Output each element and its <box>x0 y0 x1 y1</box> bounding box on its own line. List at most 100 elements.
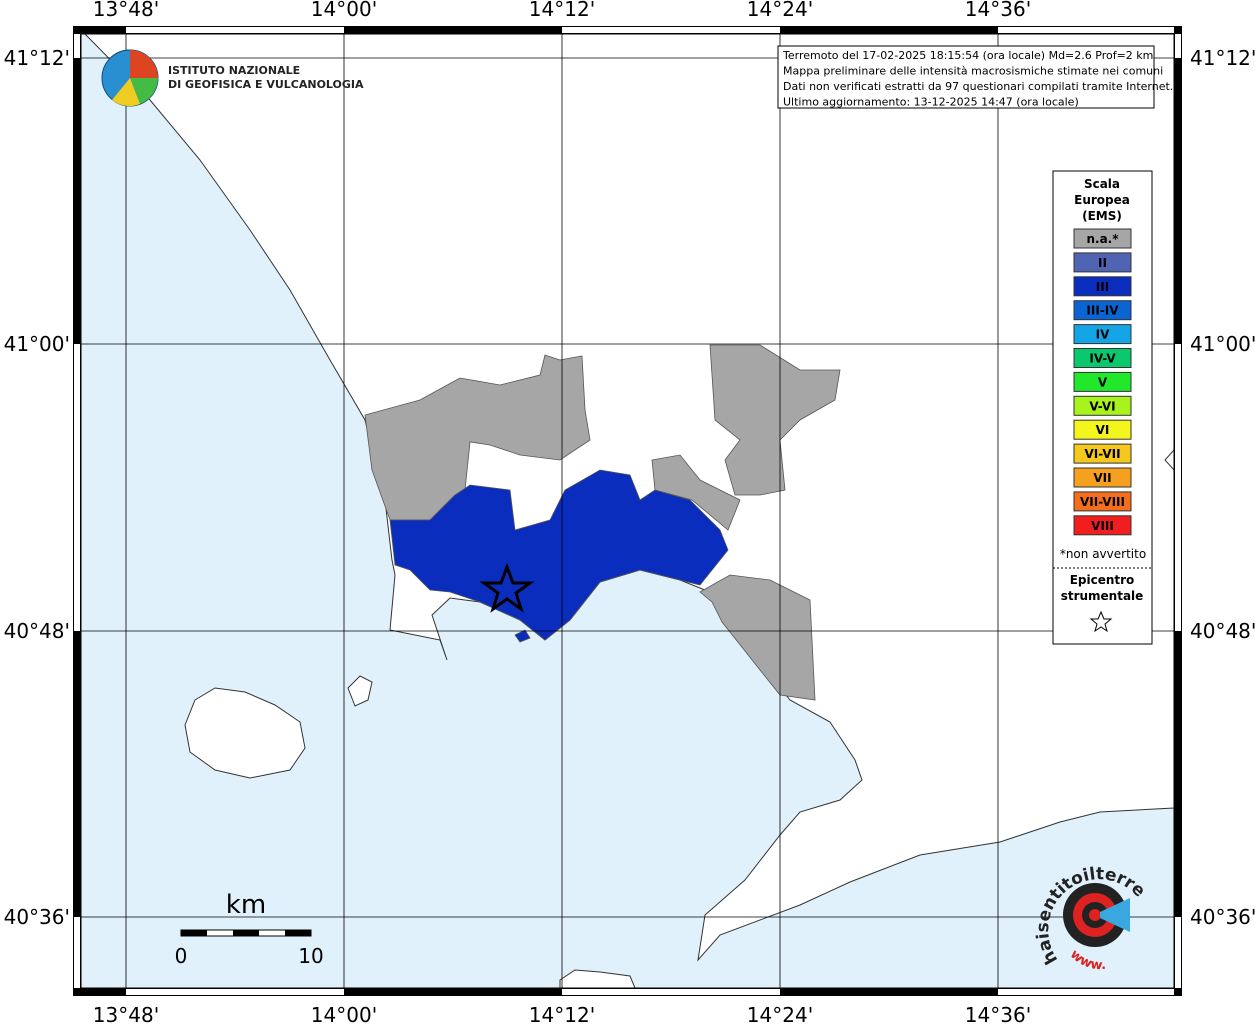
legend-swatch <box>1073 491 1132 512</box>
legend-label: II <box>1098 256 1107 270</box>
legend-swatch <box>1073 467 1132 488</box>
legend-label: V <box>1098 375 1108 389</box>
lat-label: 41°12' <box>4 46 70 70</box>
lat-label: 40°36' <box>4 905 70 929</box>
legend-swatch <box>1073 276 1132 297</box>
frame-bar <box>562 989 780 995</box>
info-line: Mappa preliminare delle intensità macros… <box>783 65 1163 78</box>
frame-bar <box>1175 34 1181 58</box>
area-na <box>709 344 841 496</box>
lon-label: 13°48' <box>93 1003 159 1024</box>
frame-bar <box>1175 344 1181 631</box>
lon-label: 14°36' <box>965 0 1031 21</box>
frame-bar <box>1175 917 1181 988</box>
logo-sector <box>130 50 158 78</box>
scale-label: 10 <box>298 944 323 968</box>
watermark-cone <box>1100 898 1130 932</box>
legend-label: IV <box>1096 328 1110 342</box>
lat-label: 41°00' <box>1190 332 1255 356</box>
watermark-target <box>1089 909 1101 921</box>
lon-label: 14°12' <box>529 0 595 21</box>
logo: ISTITUTO NAZIONALE DI GEOFISICA E VULCAN… <box>101 49 364 107</box>
lon-label: 14°24' <box>747 1003 813 1024</box>
frame-bar <box>74 917 80 988</box>
scale-unit: km <box>226 890 266 920</box>
legend-swatch <box>1073 348 1132 368</box>
legend-label: IV-V <box>1089 352 1116 366</box>
lat-label: 40°36' <box>1190 905 1255 929</box>
legend-label: VII-VIII <box>1080 495 1125 509</box>
graticule <box>81 34 1174 988</box>
legend-label: VIII <box>1091 519 1114 533</box>
legend-swatch <box>1073 371 1132 392</box>
legend: ScalaEuropea(EMS)n.a.*IIIIIIII-IVIVIV-VV… <box>1060 177 1146 603</box>
legend-title: Scala <box>1084 177 1120 191</box>
scale-bar: km 0 10 <box>175 890 324 968</box>
frame-bar <box>126 989 344 995</box>
lat-label: 40°48' <box>1190 619 1255 643</box>
legend-label: n.a.* <box>1086 232 1119 246</box>
lon-label: 14°12' <box>529 1003 595 1024</box>
frame-inner <box>80 33 1175 989</box>
logo-sector <box>130 78 158 104</box>
lon-label: 14°24' <box>747 0 813 21</box>
frame-bar <box>81 27 126 33</box>
frame-bar <box>1175 58 1181 344</box>
frame-bar <box>344 989 562 995</box>
legend-title: (EMS) <box>1082 209 1122 223</box>
legend-swatch <box>1073 419 1132 440</box>
logo-text: DI GEOFISICA E VULCANOLOGIA <box>168 78 364 91</box>
frame-bar <box>562 27 780 33</box>
lat-label: 41°00' <box>4 332 70 356</box>
legend-star <box>1089 610 1113 633</box>
coordinate-labels: 13°48' 13°48' 14°00' 14°00' 14°12' 14°12' 14°2… <box>4 0 1255 1024</box>
frame-bar <box>780 989 998 995</box>
info-line: Ultimo aggiornamento: 13-12-2025 14:47 (… <box>783 96 1079 109</box>
scale-bar-seg <box>181 930 207 936</box>
legend-swatch <box>1073 443 1132 464</box>
lon-label: 14°00' <box>311 1003 377 1024</box>
legend-epicenter: strumentale <box>1061 589 1144 603</box>
area-iii <box>389 469 729 641</box>
frame-bar <box>344 27 562 33</box>
frame-bar <box>780 27 998 33</box>
scale-bar-seg <box>285 930 311 936</box>
lon-label: 13°48' <box>93 0 159 21</box>
frame-bar <box>81 989 126 995</box>
legend-title: Europea <box>1074 193 1130 207</box>
info-line: Terremoto del 17-02-2025 18:15:54 (ora l… <box>782 49 1153 62</box>
legend-label: III <box>1096 280 1109 294</box>
area-iii <box>514 629 531 643</box>
frame-bar <box>74 344 80 631</box>
info-line: Dati non verificati estratti da 97 quest… <box>783 80 1173 93</box>
intensity-areas <box>364 344 841 701</box>
info-box <box>777 45 1155 109</box>
legend-swatch <box>1073 300 1132 321</box>
scale-bar-seg <box>233 930 259 936</box>
frame-bars <box>74 27 1181 995</box>
logo-sector <box>112 78 140 107</box>
legend-label: VI-VII <box>1084 447 1120 461</box>
epicenter <box>479 562 535 613</box>
legend-swatch <box>1073 228 1132 249</box>
legend-label: III-IV <box>1086 304 1119 318</box>
frame-bar <box>74 34 80 58</box>
legend-label: VII <box>1093 471 1111 485</box>
legend-note: *non avvertito <box>1060 547 1146 561</box>
legend-swatch <box>1073 515 1132 536</box>
legend-swatch <box>1073 395 1132 416</box>
legend-label: VI <box>1096 423 1110 437</box>
frame-bar <box>998 989 1174 995</box>
area-na <box>699 574 816 701</box>
logo-text: ISTITUTO NAZIONALE <box>168 64 300 77</box>
lon-label: 14°36' <box>965 1003 1031 1024</box>
legend-label: V-VI <box>1089 399 1115 413</box>
frame-bar <box>998 27 1174 33</box>
lon-label: 14°00' <box>311 0 377 21</box>
lat-label: 41°12' <box>1190 46 1255 70</box>
legend-swatch <box>1073 324 1132 345</box>
scale-label: 0 <box>175 944 188 968</box>
frame-bar <box>126 27 344 33</box>
legend-swatch <box>1073 252 1132 273</box>
